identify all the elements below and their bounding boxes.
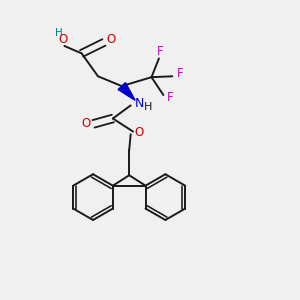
Text: F: F: [177, 67, 183, 80]
Text: F: F: [167, 91, 173, 104]
Text: O: O: [107, 33, 116, 46]
Text: O: O: [82, 117, 91, 130]
Text: F: F: [157, 45, 164, 58]
Text: O: O: [134, 126, 144, 139]
Polygon shape: [118, 82, 135, 100]
Text: O: O: [58, 33, 68, 46]
Text: N: N: [134, 98, 144, 110]
Text: H: H: [144, 102, 152, 112]
Text: H: H: [55, 28, 63, 38]
